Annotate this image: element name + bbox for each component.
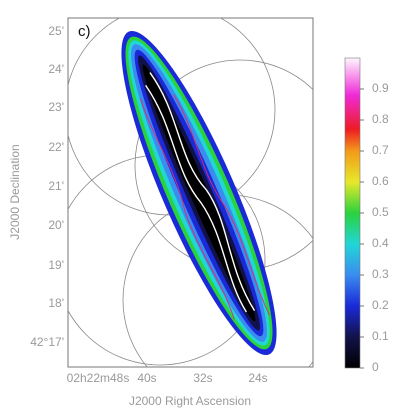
y-axis-label: J2000 Declination (8, 144, 22, 239)
y-tick-label: 42°17' (30, 335, 64, 349)
galaxy-image (68, 18, 313, 367)
y-tick-label: 18' (48, 296, 64, 310)
y-tick-label: 22' (48, 140, 64, 154)
colorbar-tick-label: 0.1 (372, 329, 389, 343)
colorbar-tick-label: 0 (372, 360, 379, 374)
x-tick-label: 02h22m48s (67, 371, 130, 385)
y-tick-label: 20' (48, 218, 64, 232)
colorbar-tick-label: 0.4 (372, 236, 389, 250)
colorbar (344, 57, 361, 369)
y-tick-label: 23' (48, 100, 64, 114)
colorbar-tick-label: 0.9 (372, 81, 389, 95)
x-tick-label: 32s (193, 371, 212, 385)
colorbar-tick-label: 0.6 (372, 174, 389, 188)
y-tick-label: 24' (48, 62, 64, 76)
y-tick-label: 21' (48, 179, 64, 193)
colorbar-tick-label: 0.2 (372, 298, 389, 312)
x-tick-label: 24s (248, 371, 267, 385)
colorbar-tick-label: 0.7 (372, 143, 389, 157)
panel-label: c) (78, 23, 91, 40)
x-tick-label: 40s (137, 371, 156, 385)
x-axis-label: J2000 Right Ascension (129, 394, 251, 408)
y-tick-label: 25' (48, 24, 64, 38)
colorbar-tick-label: 0.5 (372, 205, 389, 219)
y-tick-label: 19' (48, 258, 64, 272)
colorbar-tick-label: 0.8 (372, 112, 389, 126)
colorbar-tick-label: 0.3 (372, 267, 389, 281)
